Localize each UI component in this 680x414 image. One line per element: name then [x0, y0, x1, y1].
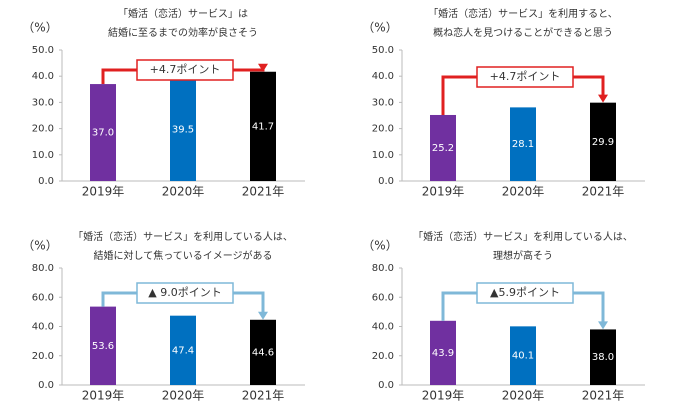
y-tick-label: 80.0 [372, 263, 394, 274]
x-tick-label: 2019年 [82, 185, 125, 199]
chart-title: 理想が高そう [493, 249, 553, 262]
annotation: ▲ 9.0ポイント [148, 286, 221, 299]
y-axis-label: （%） [362, 21, 397, 35]
bar [590, 329, 616, 385]
y-tick-label: 0.0 [378, 380, 394, 391]
arrow-head [598, 321, 608, 330]
value-label: 29.9 [592, 137, 614, 148]
chart-title: 「婚活（恋活）サービス」を利用している人は、 [413, 230, 633, 243]
y-tick-label: 0.0 [378, 176, 394, 187]
y-tick-label: 50.0 [372, 45, 394, 56]
y-tick-label: 60.0 [32, 292, 54, 303]
bar [250, 71, 276, 181]
arrow-head [598, 94, 608, 103]
bar [90, 306, 116, 385]
y-axis-label: （%） [22, 239, 57, 253]
y-tick-label: 40.0 [32, 322, 54, 333]
y-tick-label: 30.0 [372, 97, 394, 108]
value-label: 28.1 [512, 139, 534, 150]
y-tick-label: 0.0 [38, 176, 54, 187]
value-label: 47.4 [172, 345, 194, 356]
value-label: 44.6 [252, 347, 274, 358]
chart-title: 結婚に至るまでの効率が良さそう [108, 26, 258, 39]
x-tick-label: 2021年 [582, 185, 625, 199]
y-tick-label: 10.0 [32, 150, 54, 161]
y-tick-label: 20.0 [32, 351, 54, 362]
y-axis-label: （%） [22, 21, 57, 35]
annotation-box [136, 59, 234, 81]
value-label: 53.6 [92, 341, 114, 352]
y-axis-label: （%） [362, 239, 397, 253]
bar [170, 77, 196, 181]
value-label: 41.7 [252, 121, 274, 132]
chart-title: 「婚活（恋活）サービス」を利用している人は、 [73, 230, 293, 243]
value-label: 37.0 [92, 128, 114, 139]
bar [590, 102, 616, 181]
bar [170, 315, 196, 385]
annotation: +4.7ポイント [490, 70, 561, 83]
annotation: +4.7ポイント [150, 63, 221, 76]
value-label: 43.9 [432, 348, 454, 359]
y-tick-label: 10.0 [372, 150, 394, 161]
chart-title: 「婚活（恋活）サービス」を利用すると、 [428, 7, 618, 20]
value-label: 38.0 [592, 352, 614, 363]
bar [90, 84, 116, 181]
x-tick-label: 2019年 [82, 389, 125, 403]
y-tick-label: 40.0 [372, 322, 394, 333]
x-tick-label: 2020年 [162, 389, 205, 403]
y-tick-label: 40.0 [32, 71, 54, 82]
x-tick-label: 2020年 [502, 185, 545, 199]
chart-title: 「婚活（恋活）サービス」は [118, 7, 248, 20]
y-tick-label: 60.0 [372, 292, 394, 303]
bar [510, 107, 536, 181]
annotation-box [476, 66, 574, 88]
y-tick-label: 20.0 [372, 351, 394, 362]
y-tick-label: 30.0 [32, 97, 54, 108]
x-tick-label: 2020年 [502, 389, 545, 403]
arrow-head [258, 311, 268, 320]
y-tick-label: 80.0 [32, 263, 54, 274]
y-tick-label: 20.0 [372, 124, 394, 135]
annotation-box [136, 282, 234, 304]
x-tick-label: 2021年 [582, 389, 625, 403]
bar [430, 320, 456, 385]
chart-title: 概ね恋人を見つけることができると思う [433, 26, 613, 39]
y-tick-label: 50.0 [32, 45, 54, 56]
y-tick-label: 20.0 [32, 124, 54, 135]
annotation-box [476, 282, 574, 304]
bar [430, 114, 456, 181]
arrow-head [258, 63, 268, 72]
value-label: 40.1 [512, 351, 534, 362]
x-tick-label: 2019年 [422, 185, 465, 199]
bar [510, 326, 536, 385]
x-tick-label: 2019年 [422, 389, 465, 403]
annotation: ▲5.9ポイント [490, 286, 560, 299]
chart-title: 結婚に対して焦っているイメージがある [94, 249, 273, 262]
x-tick-label: 2021年 [242, 185, 285, 199]
x-tick-label: 2021年 [242, 389, 285, 403]
bar [250, 319, 276, 385]
value-label: 25.2 [432, 143, 454, 154]
y-tick-label: 40.0 [372, 71, 394, 82]
x-tick-label: 2020年 [162, 185, 205, 199]
y-tick-label: 0.0 [38, 380, 54, 391]
value-label: 39.5 [172, 124, 194, 135]
